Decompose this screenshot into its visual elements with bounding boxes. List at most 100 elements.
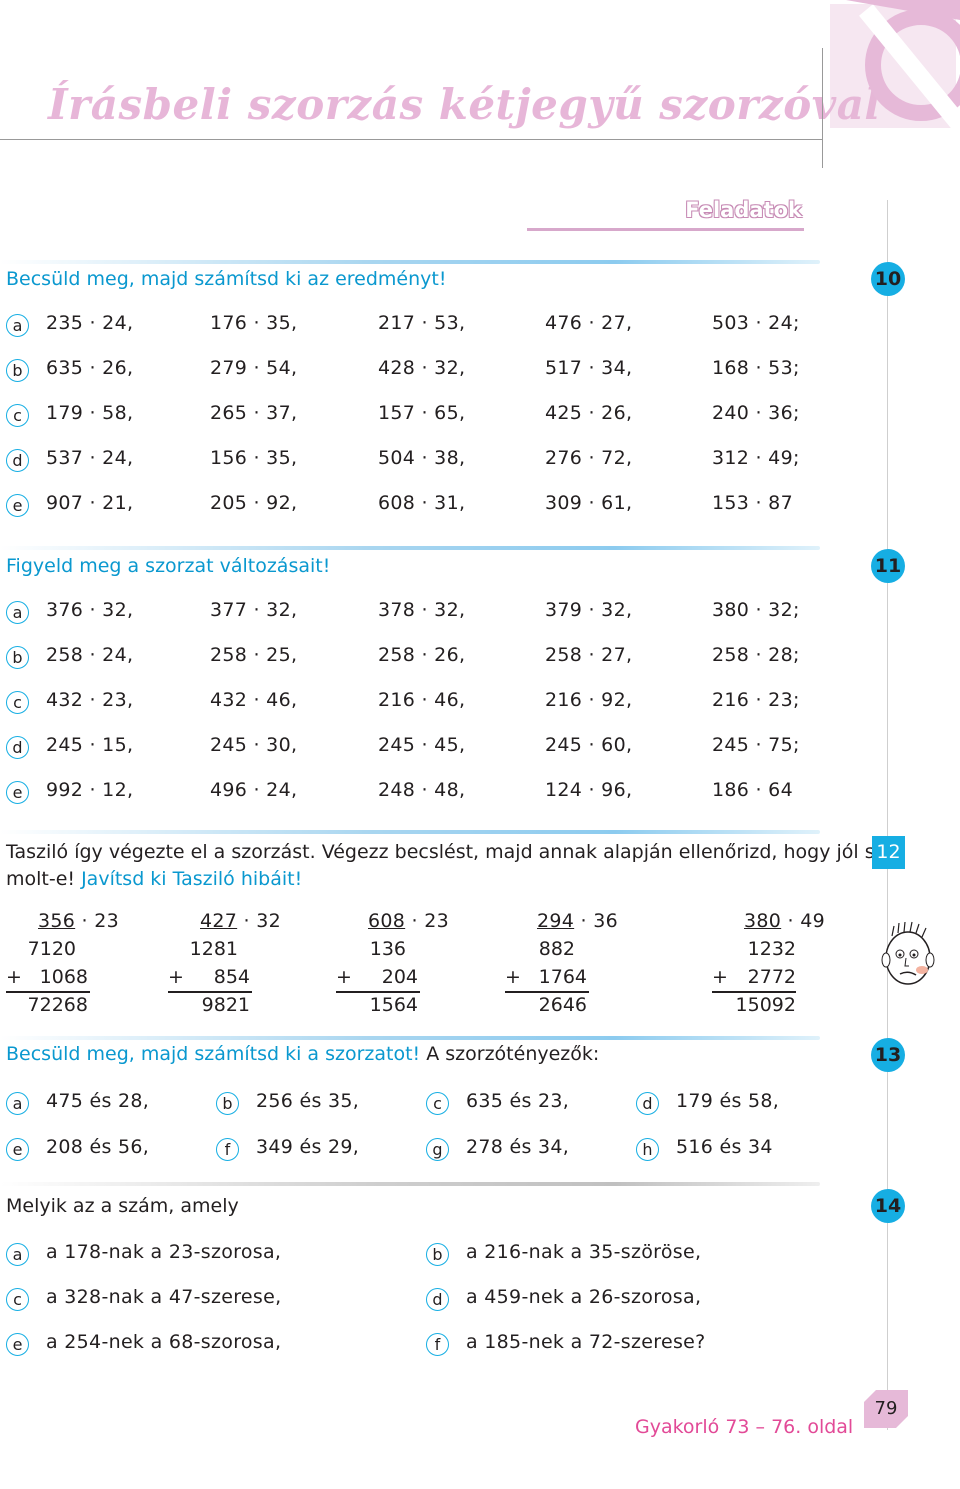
t13-item-text: 349 és 29,: [256, 1136, 360, 1158]
task14-instruction: Melyik az a szám, amely: [6, 1195, 239, 1217]
task10-number: 10: [871, 262, 905, 296]
page-number: 79: [874, 1398, 898, 1419]
t13-item-text: 475 és 28,: [46, 1090, 150, 1112]
t13-item-letter: e: [6, 1138, 29, 1161]
t14-item-letter: d: [426, 1288, 449, 1311]
t10-cell: 276 · 72,: [545, 447, 633, 469]
task13-number: 13: [871, 1038, 905, 1072]
plus-sign: +: [336, 966, 353, 988]
t10-cell: 517 · 34,: [545, 357, 633, 379]
t13-item-letter: c: [426, 1092, 449, 1115]
t10-cell: 279 · 54,: [210, 357, 298, 379]
t13-item-text: 635 és 23,: [466, 1090, 570, 1112]
t14-item-text: a 178-nak a 23-szorosa,: [46, 1241, 282, 1263]
partial-product-2: 2772: [747, 966, 796, 988]
multiplier: · 49: [781, 910, 825, 932]
t10-row-letter: e: [6, 494, 29, 517]
t13-item-text: 278 és 34,: [466, 1136, 570, 1158]
multiplicand: 294: [537, 910, 575, 932]
t11-cell: 216 · 92,: [545, 689, 633, 711]
t11-cell: 124 · 96,: [545, 779, 633, 801]
partial-product-1: 136: [369, 938, 406, 960]
t10-cell: 503 · 24;: [712, 312, 800, 334]
t11-cell: 376 · 32,: [46, 599, 134, 621]
task13-instruction-dark: A szorzótényezők:: [426, 1043, 600, 1065]
t10-cell: 635 · 26,: [46, 357, 134, 379]
t10-cell: 235 · 24,: [46, 312, 134, 334]
t11-row-letter: b: [6, 646, 29, 669]
separator-14: [0, 1182, 820, 1186]
section-label: Feladatok: [685, 198, 802, 222]
partial-product-1: 7120: [27, 938, 76, 960]
t11-cell: 377 · 32,: [210, 599, 298, 621]
multiplication-header: 608 · 23: [368, 910, 449, 932]
task12-number: 12: [872, 836, 905, 869]
partial-product-1: 1281: [189, 938, 238, 960]
t11-cell: 248 · 48,: [378, 779, 466, 801]
t11-cell: 258 · 28;: [712, 644, 800, 666]
sum-rule: [168, 991, 252, 993]
t10-cell: 168 · 53;: [712, 357, 800, 379]
task11-number: 11: [871, 549, 905, 583]
t14-item-text: a 459-nek a 26-szorosa,: [466, 1286, 702, 1308]
result: 15092: [735, 994, 796, 1016]
t11-cell: 432 · 46,: [210, 689, 298, 711]
t13-item-text: 256 és 35,: [256, 1090, 360, 1112]
task13-instruction: Becsüld meg, majd számítsd ki a szorzato…: [6, 1043, 599, 1065]
t11-cell: 496 · 24,: [210, 779, 298, 801]
margin-rule: [887, 200, 888, 1430]
taszilo-face-icon: [881, 921, 935, 985]
plus-sign: +: [505, 966, 522, 988]
t11-row-letter: d: [6, 736, 29, 759]
t11-row-letter: e: [6, 781, 29, 804]
t11-cell: 992 · 12,: [46, 779, 134, 801]
t14-item-letter: a: [6, 1243, 29, 1266]
t14-item-letter: e: [6, 1333, 29, 1356]
t10-cell: 217 · 53,: [378, 312, 466, 334]
t10-row-letter: d: [6, 449, 29, 472]
t11-cell: 258 · 26,: [378, 644, 466, 666]
t11-cell: 379 · 32,: [545, 599, 633, 621]
t10-cell: 176 · 35,: [210, 312, 298, 334]
task12-instruction-line2: molt-e! Javítsd ki Tasziló hibáit!: [6, 868, 302, 890]
multiplier: · 23: [405, 910, 449, 932]
t11-cell: 258 · 24,: [46, 644, 134, 666]
partial-product-2: 1764: [538, 966, 587, 988]
multiplicand: 427: [200, 910, 238, 932]
t14-item-text: a 185-nek a 72-szerese?: [466, 1331, 706, 1353]
multiplication-header: 294 · 36: [537, 910, 618, 932]
separator-11: [0, 546, 820, 550]
t10-cell: 907 · 21,: [46, 492, 134, 514]
partial-product-1: 1232: [747, 938, 796, 960]
t13-item-text: 208 és 56,: [46, 1136, 150, 1158]
title-rule: [0, 139, 822, 140]
t11-cell: 245 · 45,: [378, 734, 466, 756]
t10-cell: 608 · 31,: [378, 492, 466, 514]
result: 9821: [201, 994, 250, 1016]
t11-cell: 245 · 75;: [712, 734, 800, 756]
t14-item-letter: c: [6, 1288, 29, 1311]
t14-item-letter: b: [426, 1243, 449, 1266]
partial-product-2: 1068: [39, 966, 88, 988]
t10-cell: 153 · 87: [712, 492, 793, 514]
t10-cell: 265 · 37,: [210, 402, 298, 424]
t13-item-letter: f: [216, 1138, 239, 1161]
plus-sign: +: [168, 966, 185, 988]
multiplier: · 36: [574, 910, 618, 932]
multiplicand: 380: [744, 910, 782, 932]
header-vertical-rule: [822, 48, 823, 168]
page-number-badge: [864, 1390, 908, 1428]
t10-cell: 537 · 24,: [46, 447, 134, 469]
task12-line2-dark: molt-e!: [6, 868, 76, 890]
task12-line2-blue: Javítsd ki Tasziló hibáit!: [81, 868, 303, 890]
separator-10: [0, 260, 820, 264]
t10-cell: 240 · 36;: [712, 402, 800, 424]
t13-item-letter: a: [6, 1092, 29, 1115]
result: 72268: [27, 994, 88, 1016]
t14-item-text: a 328-nak a 47-szerese,: [46, 1286, 282, 1308]
multiplier: · 32: [237, 910, 281, 932]
t14-item-letter: f: [426, 1333, 449, 1356]
t11-cell: 378 · 32,: [378, 599, 466, 621]
sum-rule: [505, 991, 589, 993]
multiplicand: 608: [368, 910, 406, 932]
